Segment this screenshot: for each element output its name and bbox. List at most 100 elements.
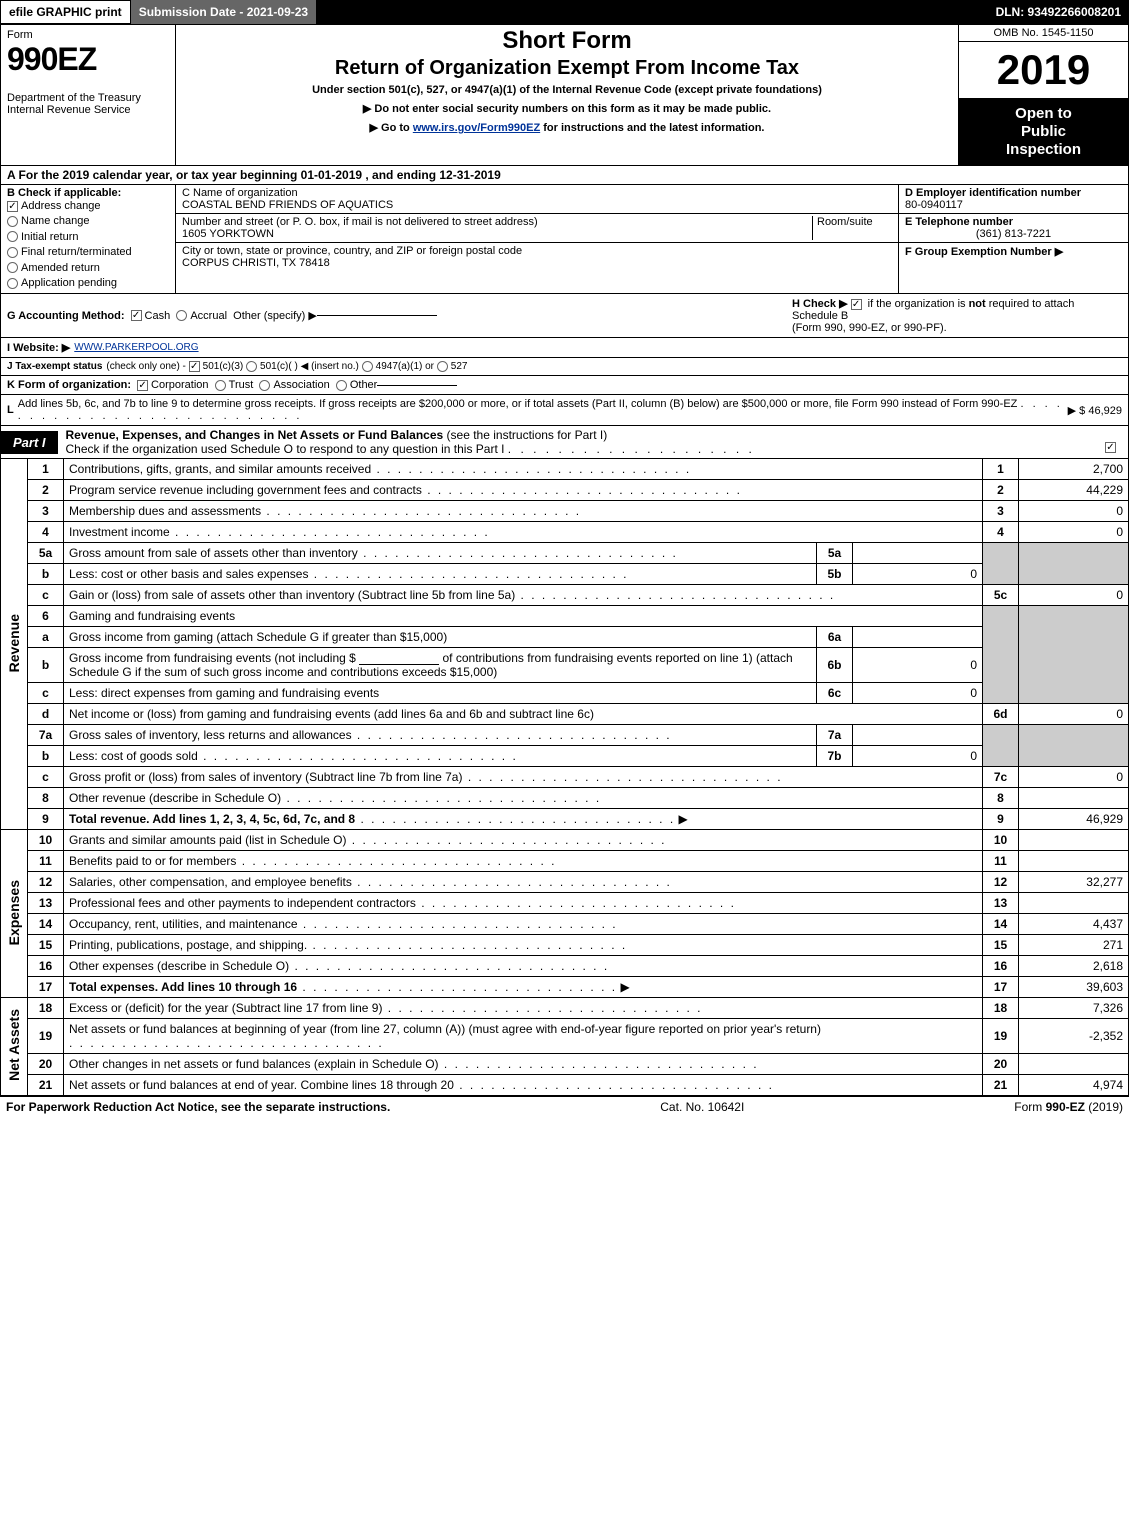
ein-value: 80-0940117 (905, 199, 1122, 211)
h-text1: if the organization is (868, 298, 969, 310)
checkbox-name-change[interactable]: Name change (7, 214, 169, 229)
checkbox-cash[interactable] (131, 310, 142, 321)
line-14-amt: 4,437 (1019, 914, 1129, 935)
checkbox-pending[interactable]: Application pending (7, 276, 169, 291)
line-6b: b Gross income from fundraising events (… (1, 648, 1129, 683)
checkbox-address-change[interactable]: Address change (7, 199, 169, 214)
line-13: 13 Professional fees and other payments … (1, 893, 1129, 914)
part1-header: Part I Revenue, Expenses, and Changes in… (0, 426, 1129, 459)
street-label: Number and street (or P. O. box, if mail… (182, 216, 812, 228)
line-6a-desc: Gross income from gaming (attach Schedul… (69, 630, 447, 644)
k-trust: Trust (229, 379, 254, 391)
line-7a-sub (853, 725, 983, 746)
line-5b-desc: Less: cost or other basis and sales expe… (69, 567, 308, 581)
checkbox-schedule-o[interactable] (1105, 442, 1116, 453)
street-value: 1605 YORKTOWN (182, 228, 812, 240)
line-9-desc: Total revenue. Add lines 1, 2, 3, 4, 5c,… (69, 812, 355, 826)
row-l-gross-receipts: L Add lines 5b, 6c, and 7b to line 9 to … (0, 395, 1129, 426)
line-11-desc: Benefits paid to or for members (69, 854, 236, 868)
sidecat-expenses: Expenses (1, 830, 28, 998)
line-7a-desc: Gross sales of inventory, less returns a… (69, 728, 352, 742)
footer-right: Form 990-EZ (2019) (1014, 1100, 1123, 1114)
line-9: 9 Total revenue. Add lines 1, 2, 3, 4, 5… (1, 809, 1129, 830)
tax-year: 2019 (959, 42, 1128, 99)
g-label: G Accounting Method: (7, 310, 125, 322)
footer-left: For Paperwork Reduction Act Notice, see … (6, 1100, 390, 1114)
checkbox-accrual[interactable] (176, 310, 187, 321)
line-6b-sub: 0 (853, 648, 983, 683)
j-label: J Tax-exempt status (7, 361, 102, 372)
irs-link[interactable]: www.irs.gov/Form990EZ (413, 122, 540, 134)
line-5a-desc: Gross amount from sale of assets other t… (69, 546, 358, 560)
line-18-amt: 7,326 (1019, 998, 1129, 1019)
checkbox-trust[interactable] (215, 380, 226, 391)
return-title: Return of Organization Exempt From Incom… (182, 57, 952, 80)
line-10-desc: Grants and similar amounts paid (list in… (69, 833, 346, 847)
submission-date-label: Submission Date - 2021-09-23 (131, 0, 316, 24)
cell-phone: E Telephone number (361) 813-7221 (899, 214, 1128, 243)
checkbox-501c[interactable] (246, 361, 257, 372)
efile-print-label[interactable]: efile GRAPHIC print (0, 0, 131, 24)
org-name-value: COASTAL BEND FRIENDS OF AQUATICS (182, 199, 892, 211)
dept-treasury: Department of the Treasury (7, 92, 169, 104)
h-label: H Check ▶ (792, 298, 848, 310)
checkbox-final-return[interactable]: Final return/terminated (7, 245, 169, 260)
cell-city: City or town, state or province, country… (176, 243, 898, 271)
line-6: 6 Gaming and fundraising events (1, 606, 1129, 627)
part1-title-block: Revenue, Expenses, and Changes in Net As… (58, 426, 1128, 458)
info-grid: B Check if applicable: Address change Na… (0, 185, 1129, 294)
dln-label: DLN: 93492266008201 (988, 0, 1129, 24)
h-block: H Check ▶ if the organization is not req… (792, 297, 1122, 334)
phone-value: (361) 813-7221 (905, 228, 1122, 240)
line-6c-desc: Less: direct expenses from gaming and fu… (69, 686, 379, 700)
row-k-orgform: K Form of organization: Corporation Trus… (0, 376, 1129, 395)
line-7c-desc: Gross profit or (loss) from sales of inv… (69, 770, 462, 784)
line-6d-amt: 0 (1019, 704, 1129, 725)
line-3-amt: 0 (1019, 501, 1129, 522)
instr2-pre: ▶ Go to (370, 122, 413, 134)
irs-label: Internal Revenue Service (7, 104, 169, 116)
col-b-checkboxes: B Check if applicable: Address change Na… (1, 185, 176, 293)
open-public-badge: Open to Public Inspection (959, 99, 1128, 165)
line-13-amt (1019, 893, 1129, 914)
line-14: 14 Occupancy, rent, utilities, and maint… (1, 914, 1129, 935)
line-9-amt: 46,929 (1019, 809, 1129, 830)
line-12: 12 Salaries, other compensation, and emp… (1, 872, 1129, 893)
col-c-org-info: C Name of organization COASTAL BEND FRIE… (176, 185, 898, 293)
line-10: Expenses 10 Grants and similar amounts p… (1, 830, 1129, 851)
city-label: City or town, state or province, country… (182, 245, 892, 257)
checkbox-initial-return[interactable]: Initial return (7, 230, 169, 245)
line-2: 2 Program service revenue including gove… (1, 480, 1129, 501)
line-17-amt: 39,603 (1019, 977, 1129, 998)
line-16-amt: 2,618 (1019, 956, 1129, 977)
city-value: CORPUS CHRISTI, TX 78418 (182, 257, 892, 269)
checkbox-corporation[interactable] (137, 380, 148, 391)
line-19: 19 Net assets or fund balances at beginn… (1, 1019, 1129, 1054)
k-other-blank (377, 385, 457, 386)
checkbox-association[interactable] (259, 380, 270, 391)
line-8-amt (1019, 788, 1129, 809)
line-5c-amt: 0 (1019, 585, 1129, 606)
checkbox-h[interactable] (851, 299, 862, 310)
short-form-title: Short Form (182, 27, 952, 55)
row-a-period: A For the 2019 calendar year, or tax yea… (0, 166, 1129, 185)
group-exemption-label: F Group Exemption Number ▶ (905, 246, 1063, 258)
g-other: Other (specify) ▶ (233, 309, 317, 322)
checkbox-501c3[interactable] (189, 361, 200, 372)
checkbox-4947[interactable] (362, 361, 373, 372)
line-3: 3 Membership dues and assessments 3 0 (1, 501, 1129, 522)
line-15: 15 Printing, publications, postage, and … (1, 935, 1129, 956)
checkbox-527[interactable] (437, 361, 448, 372)
line-8: 8 Other revenue (describe in Schedule O)… (1, 788, 1129, 809)
col-b-header: B Check if applicable: (7, 187, 169, 199)
checkbox-other-org[interactable] (336, 380, 347, 391)
header-center: Short Form Return of Organization Exempt… (176, 25, 958, 165)
checkbox-amended[interactable]: Amended return (7, 261, 169, 276)
line-6c: c Less: direct expenses from gaming and … (1, 683, 1129, 704)
line-6c-sub: 0 (853, 683, 983, 704)
l-amount: ▶ $ 46,929 (1068, 404, 1122, 417)
g-accrual: Accrual (190, 310, 227, 322)
website-link[interactable]: WWW.PARKERPOOL.ORG (74, 342, 198, 353)
line-20-amt (1019, 1054, 1129, 1075)
line-5c-desc: Gain or (loss) from sale of assets other… (69, 588, 515, 602)
